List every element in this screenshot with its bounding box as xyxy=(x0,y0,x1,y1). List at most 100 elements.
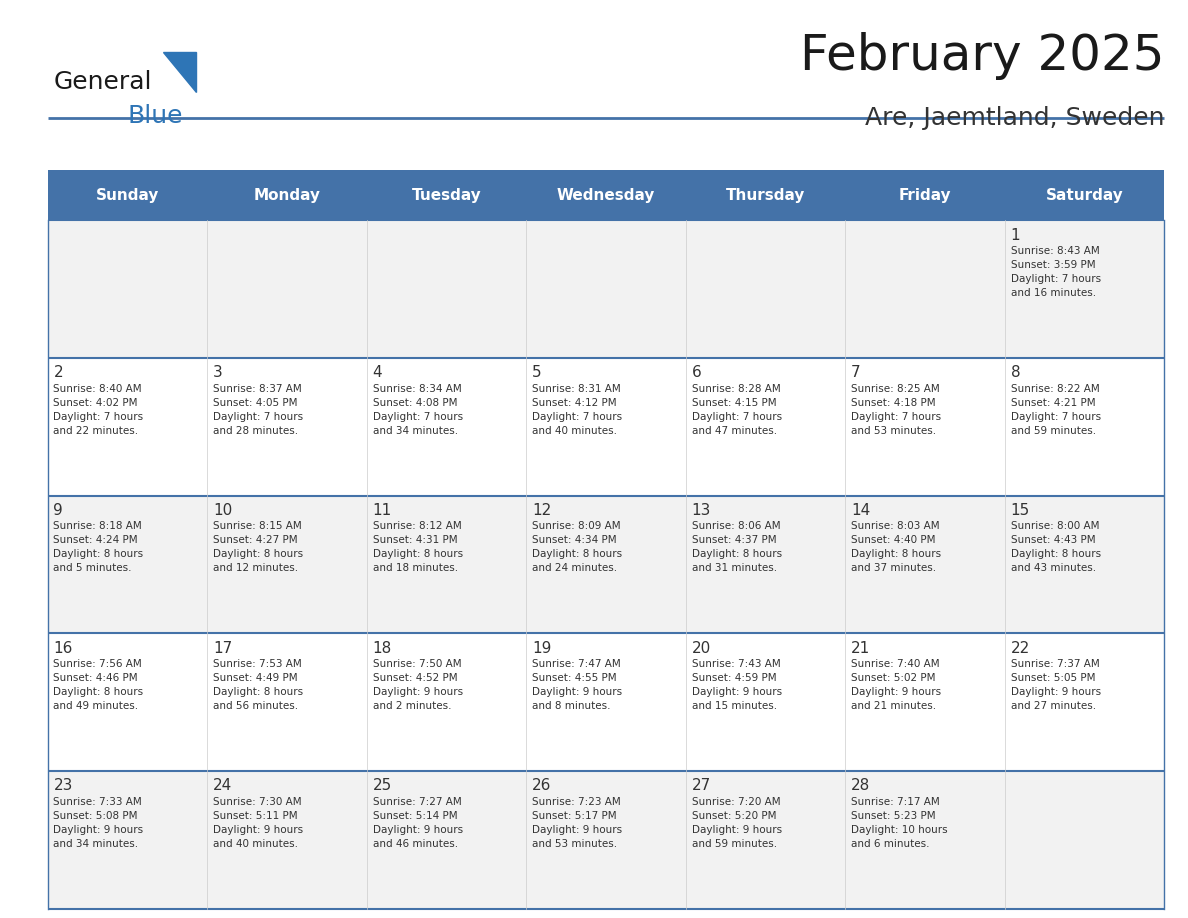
FancyBboxPatch shape xyxy=(526,220,685,358)
Text: Sunrise: 7:33 AM
Sunset: 5:08 PM
Daylight: 9 hours
and 34 minutes.: Sunrise: 7:33 AM Sunset: 5:08 PM Dayligh… xyxy=(53,797,144,849)
FancyBboxPatch shape xyxy=(845,771,1005,909)
Text: Sunrise: 8:12 AM
Sunset: 4:31 PM
Daylight: 8 hours
and 18 minutes.: Sunrise: 8:12 AM Sunset: 4:31 PM Dayligh… xyxy=(373,521,462,574)
FancyBboxPatch shape xyxy=(845,633,1005,771)
Text: Sunrise: 8:37 AM
Sunset: 4:05 PM
Daylight: 7 hours
and 28 minutes.: Sunrise: 8:37 AM Sunset: 4:05 PM Dayligh… xyxy=(213,384,303,436)
FancyBboxPatch shape xyxy=(685,496,845,633)
FancyBboxPatch shape xyxy=(845,496,1005,633)
Text: 12: 12 xyxy=(532,503,551,518)
Text: Sunrise: 8:00 AM
Sunset: 4:43 PM
Daylight: 8 hours
and 43 minutes.: Sunrise: 8:00 AM Sunset: 4:43 PM Dayligh… xyxy=(1011,521,1101,574)
FancyBboxPatch shape xyxy=(207,220,367,358)
Text: 9: 9 xyxy=(53,503,63,518)
Text: Sunrise: 8:40 AM
Sunset: 4:02 PM
Daylight: 7 hours
and 22 minutes.: Sunrise: 8:40 AM Sunset: 4:02 PM Dayligh… xyxy=(53,384,144,436)
Text: Sunrise: 8:09 AM
Sunset: 4:34 PM
Daylight: 8 hours
and 24 minutes.: Sunrise: 8:09 AM Sunset: 4:34 PM Dayligh… xyxy=(532,521,623,574)
Text: Thursday: Thursday xyxy=(726,187,805,203)
FancyBboxPatch shape xyxy=(1005,771,1164,909)
FancyBboxPatch shape xyxy=(845,220,1005,358)
FancyBboxPatch shape xyxy=(367,771,526,909)
Text: Sunday: Sunday xyxy=(95,187,159,203)
FancyBboxPatch shape xyxy=(845,358,1005,496)
Text: 20: 20 xyxy=(691,641,710,655)
Text: 11: 11 xyxy=(373,503,392,518)
Text: Blue: Blue xyxy=(127,104,183,128)
Text: February 2025: February 2025 xyxy=(800,32,1164,80)
Text: Sunrise: 8:22 AM
Sunset: 4:21 PM
Daylight: 7 hours
and 59 minutes.: Sunrise: 8:22 AM Sunset: 4:21 PM Dayligh… xyxy=(1011,384,1101,436)
FancyBboxPatch shape xyxy=(1005,358,1164,496)
Text: Sunrise: 8:28 AM
Sunset: 4:15 PM
Daylight: 7 hours
and 47 minutes.: Sunrise: 8:28 AM Sunset: 4:15 PM Dayligh… xyxy=(691,384,782,436)
Text: Sunrise: 7:27 AM
Sunset: 5:14 PM
Daylight: 9 hours
and 46 minutes.: Sunrise: 7:27 AM Sunset: 5:14 PM Dayligh… xyxy=(373,797,462,849)
FancyBboxPatch shape xyxy=(685,220,845,358)
Text: Sunrise: 7:30 AM
Sunset: 5:11 PM
Daylight: 9 hours
and 40 minutes.: Sunrise: 7:30 AM Sunset: 5:11 PM Dayligh… xyxy=(213,797,303,849)
Text: Sunrise: 8:03 AM
Sunset: 4:40 PM
Daylight: 8 hours
and 37 minutes.: Sunrise: 8:03 AM Sunset: 4:40 PM Dayligh… xyxy=(851,521,941,574)
Text: Sunrise: 7:56 AM
Sunset: 4:46 PM
Daylight: 8 hours
and 49 minutes.: Sunrise: 7:56 AM Sunset: 4:46 PM Dayligh… xyxy=(53,659,144,711)
Text: 17: 17 xyxy=(213,641,232,655)
Text: 6: 6 xyxy=(691,365,701,380)
Text: Sunrise: 7:40 AM
Sunset: 5:02 PM
Daylight: 9 hours
and 21 minutes.: Sunrise: 7:40 AM Sunset: 5:02 PM Dayligh… xyxy=(851,659,941,711)
Text: 26: 26 xyxy=(532,778,551,793)
Text: General: General xyxy=(53,70,152,94)
FancyBboxPatch shape xyxy=(367,496,526,633)
FancyBboxPatch shape xyxy=(526,771,685,909)
Text: 8: 8 xyxy=(1011,365,1020,380)
FancyBboxPatch shape xyxy=(207,633,367,771)
Text: 27: 27 xyxy=(691,778,710,793)
FancyBboxPatch shape xyxy=(207,496,367,633)
Text: Sunrise: 7:53 AM
Sunset: 4:49 PM
Daylight: 8 hours
and 56 minutes.: Sunrise: 7:53 AM Sunset: 4:49 PM Dayligh… xyxy=(213,659,303,711)
FancyBboxPatch shape xyxy=(685,633,845,771)
Text: Friday: Friday xyxy=(898,187,952,203)
Text: 14: 14 xyxy=(851,503,871,518)
FancyBboxPatch shape xyxy=(48,358,207,496)
FancyBboxPatch shape xyxy=(48,771,207,909)
Text: 7: 7 xyxy=(851,365,861,380)
Text: Sunrise: 7:37 AM
Sunset: 5:05 PM
Daylight: 9 hours
and 27 minutes.: Sunrise: 7:37 AM Sunset: 5:05 PM Dayligh… xyxy=(1011,659,1101,711)
Text: Sunrise: 8:06 AM
Sunset: 4:37 PM
Daylight: 8 hours
and 31 minutes.: Sunrise: 8:06 AM Sunset: 4:37 PM Dayligh… xyxy=(691,521,782,574)
Text: Sunrise: 8:43 AM
Sunset: 3:59 PM
Daylight: 7 hours
and 16 minutes.: Sunrise: 8:43 AM Sunset: 3:59 PM Dayligh… xyxy=(1011,246,1101,298)
FancyBboxPatch shape xyxy=(48,170,1164,220)
Text: Sunrise: 8:31 AM
Sunset: 4:12 PM
Daylight: 7 hours
and 40 minutes.: Sunrise: 8:31 AM Sunset: 4:12 PM Dayligh… xyxy=(532,384,623,436)
Text: 19: 19 xyxy=(532,641,551,655)
FancyBboxPatch shape xyxy=(526,633,685,771)
Text: 23: 23 xyxy=(53,778,72,793)
Text: Tuesday: Tuesday xyxy=(411,187,481,203)
FancyBboxPatch shape xyxy=(48,633,207,771)
FancyBboxPatch shape xyxy=(207,771,367,909)
Text: Sunrise: 8:18 AM
Sunset: 4:24 PM
Daylight: 8 hours
and 5 minutes.: Sunrise: 8:18 AM Sunset: 4:24 PM Dayligh… xyxy=(53,521,144,574)
FancyBboxPatch shape xyxy=(367,358,526,496)
Text: Saturday: Saturday xyxy=(1045,187,1124,203)
Text: Sunrise: 7:47 AM
Sunset: 4:55 PM
Daylight: 9 hours
and 8 minutes.: Sunrise: 7:47 AM Sunset: 4:55 PM Dayligh… xyxy=(532,659,623,711)
Text: 22: 22 xyxy=(1011,641,1030,655)
Text: Sunrise: 7:20 AM
Sunset: 5:20 PM
Daylight: 9 hours
and 59 minutes.: Sunrise: 7:20 AM Sunset: 5:20 PM Dayligh… xyxy=(691,797,782,849)
Text: 3: 3 xyxy=(213,365,222,380)
Polygon shape xyxy=(163,52,196,92)
Text: 13: 13 xyxy=(691,503,710,518)
Text: Are, Jaemtland, Sweden: Are, Jaemtland, Sweden xyxy=(865,106,1164,129)
Text: 10: 10 xyxy=(213,503,232,518)
Text: 4: 4 xyxy=(373,365,383,380)
Text: Sunrise: 7:43 AM
Sunset: 4:59 PM
Daylight: 9 hours
and 15 minutes.: Sunrise: 7:43 AM Sunset: 4:59 PM Dayligh… xyxy=(691,659,782,711)
FancyBboxPatch shape xyxy=(685,771,845,909)
Text: 18: 18 xyxy=(373,641,392,655)
Text: 1: 1 xyxy=(1011,228,1020,242)
FancyBboxPatch shape xyxy=(1005,220,1164,358)
Text: Sunrise: 7:23 AM
Sunset: 5:17 PM
Daylight: 9 hours
and 53 minutes.: Sunrise: 7:23 AM Sunset: 5:17 PM Dayligh… xyxy=(532,797,623,849)
Text: 24: 24 xyxy=(213,778,232,793)
Text: Wednesday: Wednesday xyxy=(557,187,655,203)
Text: Sunrise: 8:15 AM
Sunset: 4:27 PM
Daylight: 8 hours
and 12 minutes.: Sunrise: 8:15 AM Sunset: 4:27 PM Dayligh… xyxy=(213,521,303,574)
Text: Monday: Monday xyxy=(253,187,321,203)
Text: 28: 28 xyxy=(851,778,871,793)
Text: 15: 15 xyxy=(1011,503,1030,518)
FancyBboxPatch shape xyxy=(367,220,526,358)
FancyBboxPatch shape xyxy=(367,633,526,771)
Text: Sunrise: 8:25 AM
Sunset: 4:18 PM
Daylight: 7 hours
and 53 minutes.: Sunrise: 8:25 AM Sunset: 4:18 PM Dayligh… xyxy=(851,384,941,436)
FancyBboxPatch shape xyxy=(207,358,367,496)
Text: Sunrise: 7:17 AM
Sunset: 5:23 PM
Daylight: 10 hours
and 6 minutes.: Sunrise: 7:17 AM Sunset: 5:23 PM Dayligh… xyxy=(851,797,948,849)
FancyBboxPatch shape xyxy=(685,358,845,496)
Text: Sunrise: 7:50 AM
Sunset: 4:52 PM
Daylight: 9 hours
and 2 minutes.: Sunrise: 7:50 AM Sunset: 4:52 PM Dayligh… xyxy=(373,659,462,711)
Text: 21: 21 xyxy=(851,641,871,655)
FancyBboxPatch shape xyxy=(48,220,207,358)
Text: Sunrise: 8:34 AM
Sunset: 4:08 PM
Daylight: 7 hours
and 34 minutes.: Sunrise: 8:34 AM Sunset: 4:08 PM Dayligh… xyxy=(373,384,462,436)
Text: 25: 25 xyxy=(373,778,392,793)
Text: 5: 5 xyxy=(532,365,542,380)
FancyBboxPatch shape xyxy=(48,496,207,633)
FancyBboxPatch shape xyxy=(526,358,685,496)
FancyBboxPatch shape xyxy=(526,496,685,633)
